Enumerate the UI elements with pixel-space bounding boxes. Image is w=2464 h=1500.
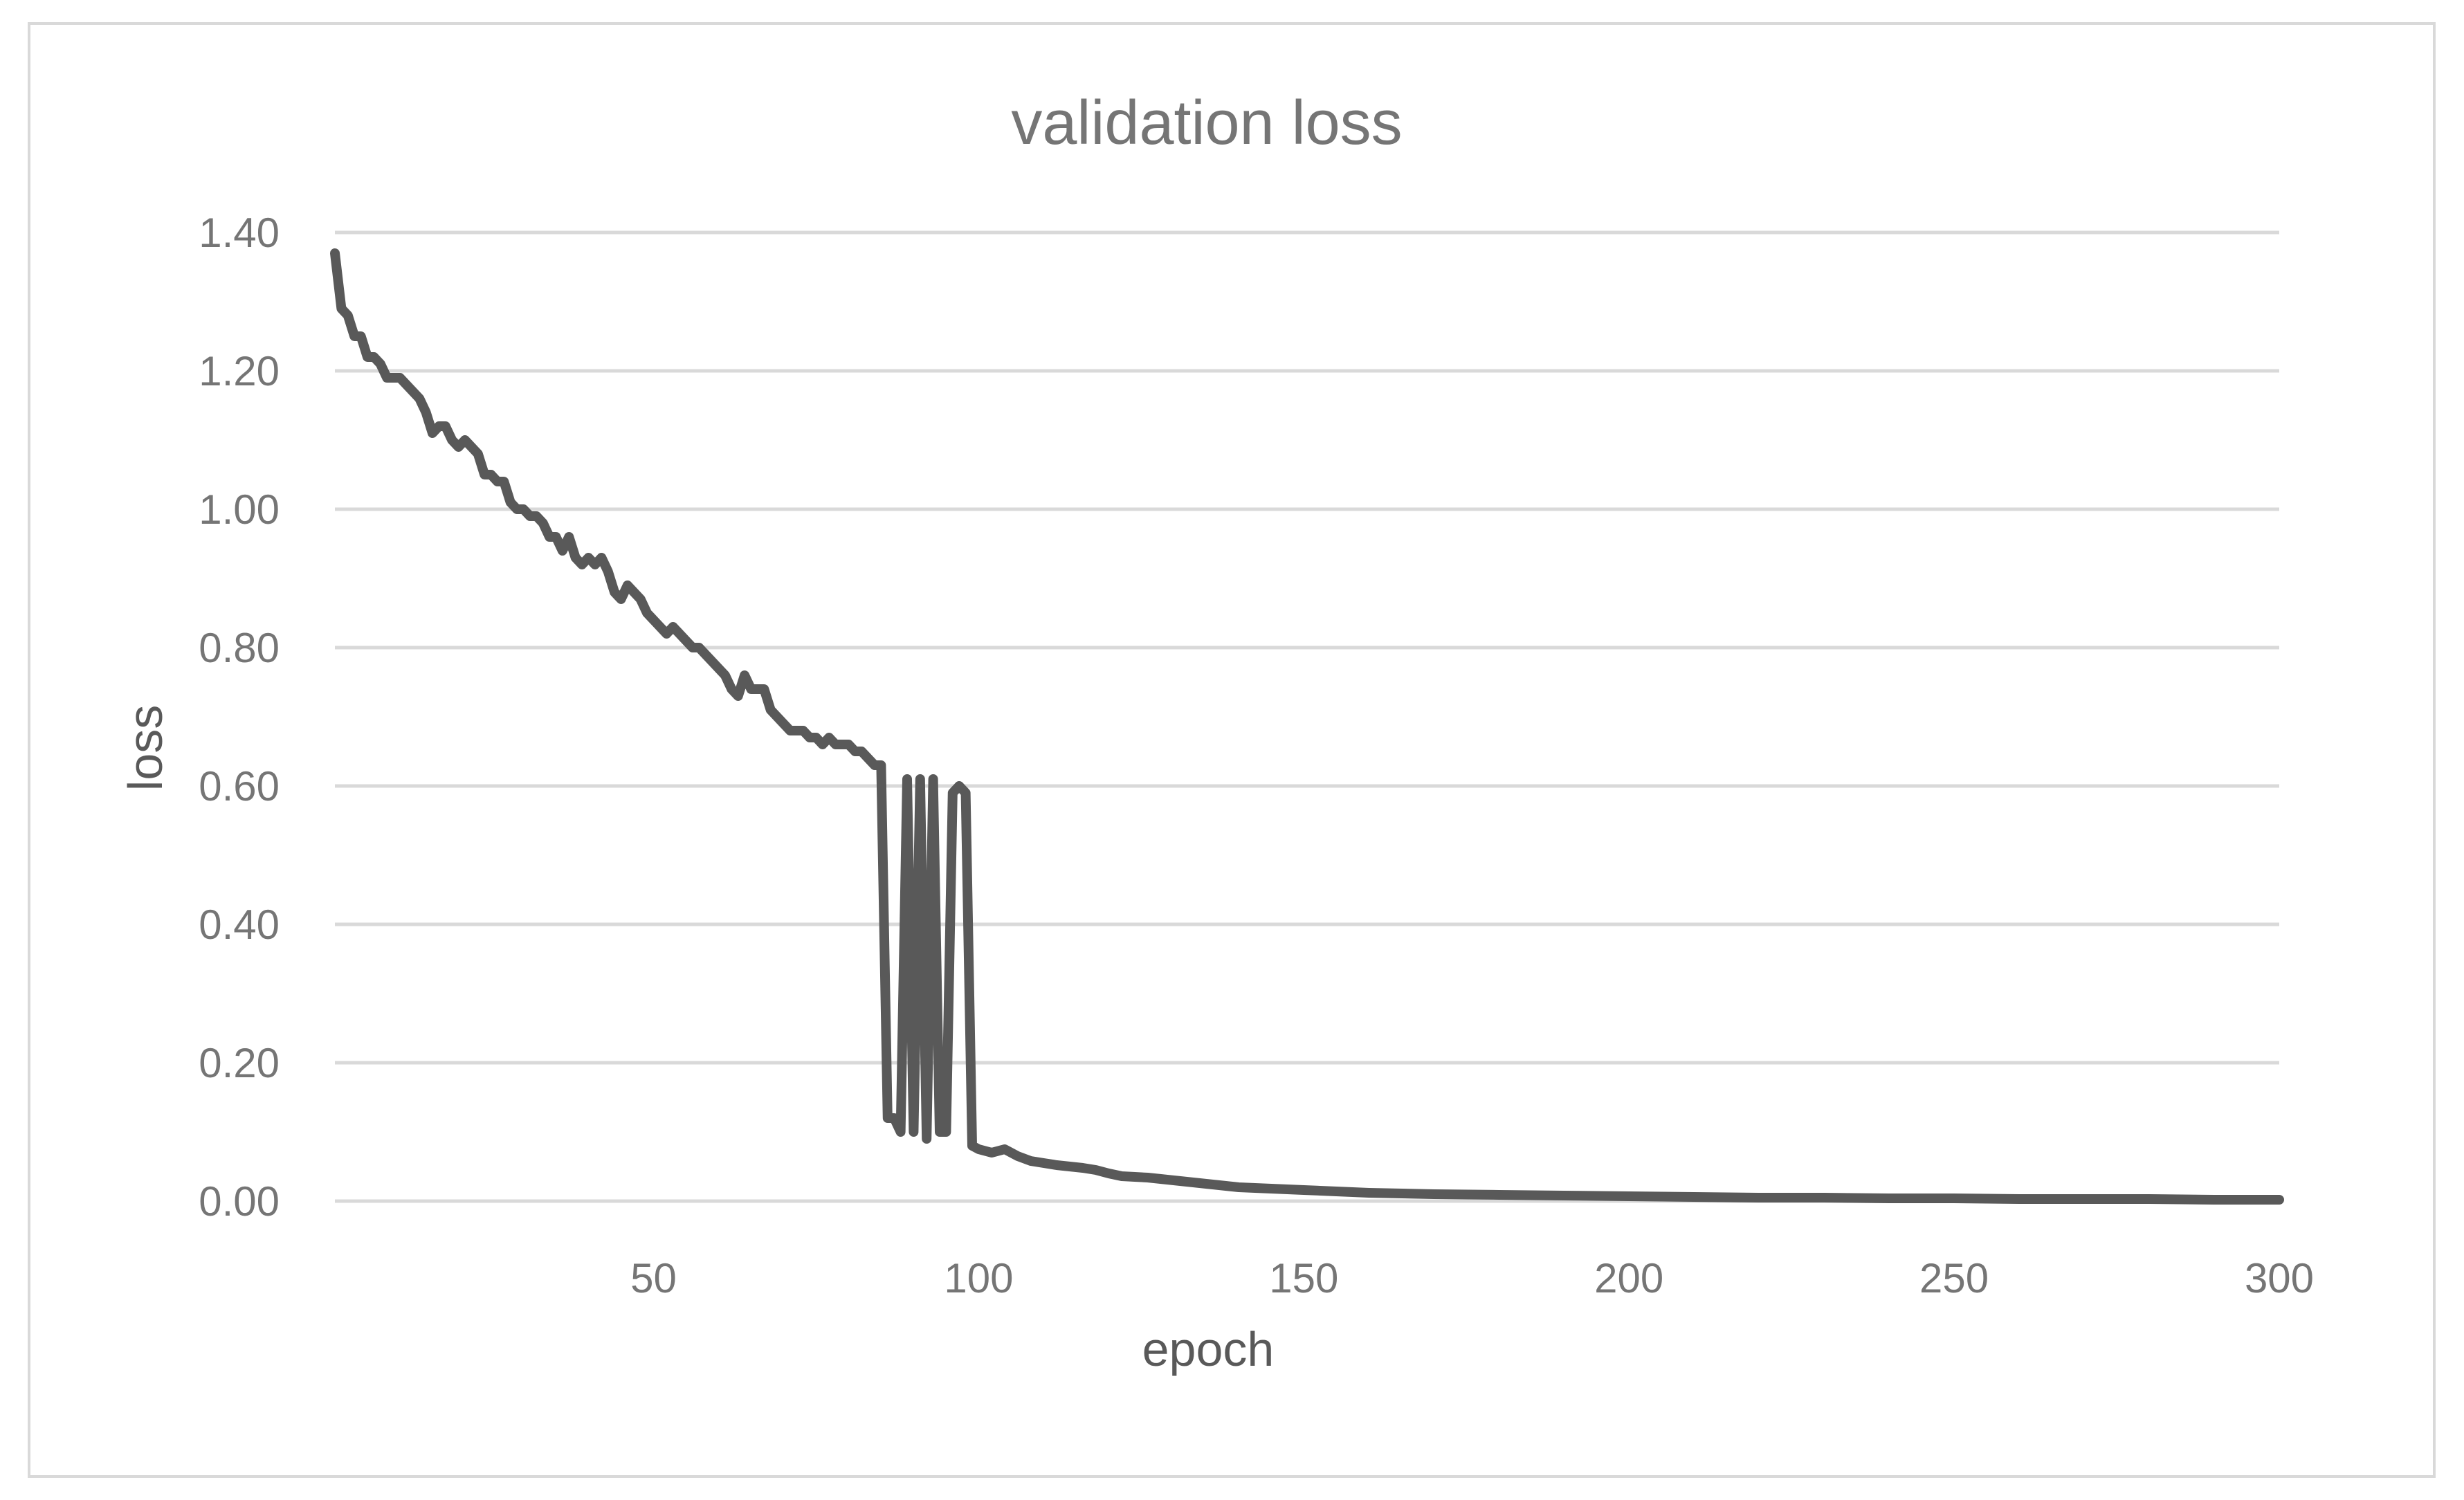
series-line [330,248,2284,1205]
y-tick-label: 0.60 [199,763,280,810]
y-tick-label: 0.40 [199,902,280,948]
y-tick-label: 0.20 [199,1040,280,1086]
x-tick-label: 200 [1594,1255,1663,1301]
gridlines [335,230,2279,1203]
chart-frame: 0.00 0.20 0.40 0.60 0.80 1.00 1.20 1.40 50 100 15… [28,22,2436,1478]
chart-title: validation loss [1011,89,1402,158]
y-axis-title: loss [118,705,172,791]
x-tick-labels: 50 100 150 200 250 300 [630,1255,2314,1301]
y-tick-label: 1.00 [199,486,280,533]
series-group [330,248,2284,1205]
y-tick-label: 0.80 [199,625,280,671]
x-tick-label: 100 [944,1255,1013,1301]
y-tick-label: 1.20 [199,348,280,394]
chart-svg: 0.00 0.20 0.40 0.60 0.80 1.00 1.20 1.40 50 100 15… [118,89,2314,1376]
x-tick-label: 300 [2245,1255,2314,1301]
y-tick-label: 1.40 [199,210,280,256]
y-tick-label: 0.00 [199,1178,280,1225]
x-tick-label: 50 [630,1255,677,1301]
x-tick-label: 150 [1269,1255,1338,1301]
y-tick-labels: 0.00 0.20 0.40 0.60 0.80 1.00 1.20 1.40 [199,210,280,1225]
x-tick-label: 250 [1919,1255,1989,1301]
x-axis-title: epoch [1142,1322,1275,1376]
